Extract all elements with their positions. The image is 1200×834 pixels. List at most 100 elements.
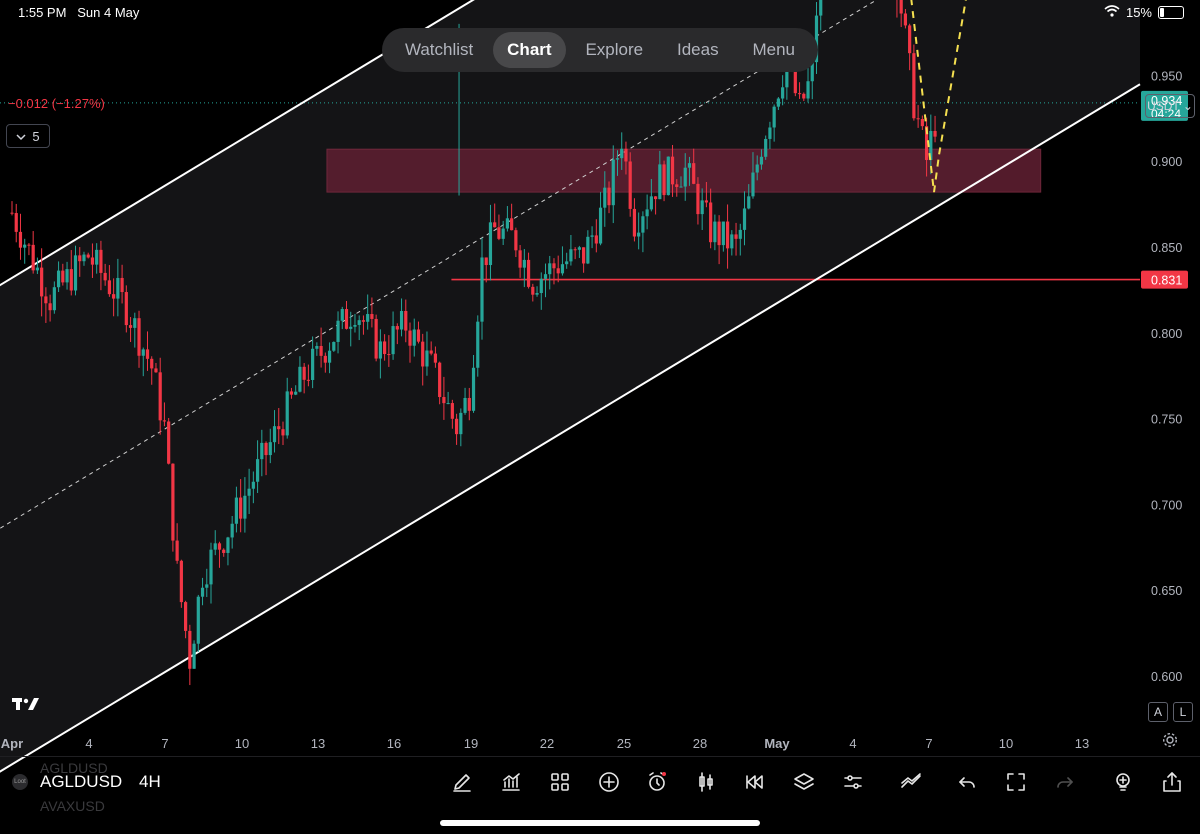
candle-body: [294, 391, 298, 395]
candle-body: [344, 309, 349, 329]
candle-body: [742, 208, 747, 230]
fullscreen-icon[interactable]: [1002, 768, 1030, 796]
candle-body: [662, 164, 666, 196]
candle-body: [137, 318, 141, 356]
indicators-icon[interactable]: [497, 768, 525, 796]
add-icon[interactable]: [595, 768, 623, 796]
candle-body: [217, 543, 222, 550]
candle-body: [366, 314, 370, 322]
candle-body: [281, 429, 285, 436]
candle-body: [586, 236, 590, 264]
candle-body: [48, 303, 52, 311]
collapse-indicators-button[interactable]: 5: [6, 124, 50, 148]
channel-lower-line[interactable]: [0, 83, 1141, 779]
interval-button[interactable]: 4H: [139, 772, 161, 791]
candle-body: [471, 367, 476, 411]
channel-median-line[interactable]: [0, 0, 1140, 536]
candle-body: [395, 326, 399, 330]
channel-fill: [0, 0, 1140, 772]
candle-body: [679, 186, 683, 188]
channel-upper-line[interactable]: [0, 0, 1140, 293]
candle-body: [404, 311, 408, 331]
candle-body: [306, 379, 310, 381]
auto-scale-button[interactable]: A: [1148, 702, 1168, 722]
candle-body: [99, 249, 103, 273]
candle-body: [607, 187, 611, 206]
candle-body: [484, 257, 488, 266]
x-axis-label: May: [764, 736, 790, 751]
candle-body: [425, 350, 429, 367]
idea-icon[interactable]: [1109, 768, 1137, 796]
projection-path-down[interactable]: [910, 0, 941, 193]
tab-chart[interactable]: Chart: [493, 32, 566, 68]
candle-body: [336, 320, 340, 342]
share-icon[interactable]: [1158, 768, 1186, 796]
battery-icon: [1158, 6, 1184, 19]
undo-icon[interactable]: [953, 768, 981, 796]
candle-body: [903, 13, 908, 26]
current-price-box: [1141, 90, 1188, 121]
log-scale-button[interactable]: L: [1173, 702, 1193, 722]
indicator-count: 5: [32, 128, 40, 144]
candle-body: [797, 93, 802, 95]
candle-body: [899, 0, 903, 14]
candle-body: [539, 278, 543, 294]
candle-body: [450, 403, 454, 419]
currency-select[interactable]: USDT ⌄: [1145, 94, 1195, 118]
candle-body: [764, 138, 768, 157]
tab-explore[interactable]: Explore: [585, 40, 644, 59]
candle-body: [776, 98, 780, 107]
candle-body: [298, 366, 302, 392]
tradingview-logo: [12, 696, 42, 717]
candle-body: [44, 296, 48, 304]
layers-icon[interactable]: [790, 768, 818, 796]
candle-body: [552, 263, 556, 269]
candle-body: [31, 244, 35, 271]
tab-watchlist[interactable]: Watchlist: [404, 40, 474, 59]
candle-body: [268, 442, 272, 456]
candle-type-icon[interactable]: [692, 768, 720, 796]
symbol-name[interactable]: AGLDUSD: [40, 772, 123, 791]
gear-icon[interactable]: [1162, 732, 1178, 753]
candle-body: [687, 163, 692, 168]
candle-body: [467, 397, 471, 411]
tab-ideas[interactable]: Ideas: [676, 40, 719, 59]
candle-body: [569, 249, 573, 262]
candle-body: [230, 523, 234, 538]
candle-body: [196, 596, 200, 644]
candle-body: [598, 207, 603, 244]
status-bar: 1:55 PM Sun 4 May 15%: [0, 0, 1200, 26]
candle-body: [620, 148, 624, 159]
candle-body: [133, 318, 137, 328]
layout-grid-icon[interactable]: [546, 768, 574, 796]
x-axis-label: 13: [311, 736, 325, 751]
candle-body: [493, 222, 497, 228]
candle-body: [573, 249, 577, 251]
x-axis-label: 4: [849, 736, 856, 751]
alert-icon[interactable]: [643, 768, 671, 796]
pen-icon[interactable]: [448, 768, 476, 796]
candle-body: [353, 324, 357, 327]
candle-body: [433, 353, 438, 363]
candle-body: [315, 345, 319, 349]
candle-body: [628, 161, 632, 209]
candle-body: [683, 167, 687, 187]
replay-icon[interactable]: [741, 768, 769, 796]
tab-menu[interactable]: Menu: [752, 40, 795, 59]
x-axis-label: 7: [161, 736, 168, 751]
settings-sliders-icon[interactable]: [839, 768, 867, 796]
candle-body: [497, 227, 501, 239]
candle-body: [717, 221, 721, 246]
candle-body: [802, 93, 806, 99]
candle-body: [543, 274, 548, 279]
candle-body: [624, 148, 628, 162]
chart-compare-icon[interactable]: [897, 768, 925, 796]
candle-body: [535, 293, 539, 295]
candle-body: [349, 326, 353, 329]
level-price-box: [1141, 270, 1188, 289]
candle-body: [52, 287, 56, 311]
candle-body: [192, 643, 196, 669]
price-change: −0.012 (−1.27%): [8, 96, 105, 111]
redo-icon[interactable]: [1051, 768, 1079, 796]
